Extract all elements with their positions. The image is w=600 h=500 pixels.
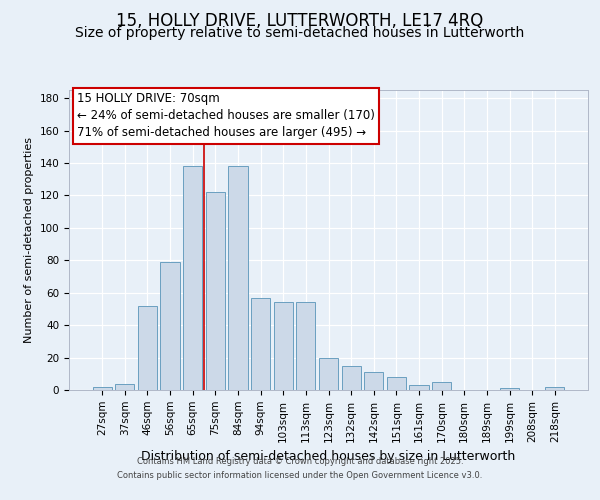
Text: 15 HOLLY DRIVE: 70sqm
← 24% of semi-detached houses are smaller (170)
71% of sem: 15 HOLLY DRIVE: 70sqm ← 24% of semi-deta… (77, 92, 374, 140)
Text: Contains public sector information licensed under the Open Government Licence v3: Contains public sector information licen… (118, 471, 482, 480)
Bar (319, 358, 338, 390)
Text: Contains HM Land Registry data © Crown copyright and database right 2025.: Contains HM Land Registry data © Crown c… (137, 458, 463, 466)
Bar (409, 385, 428, 390)
Bar (138, 306, 157, 390)
Bar (500, 388, 519, 390)
Bar (251, 298, 270, 390)
Bar (432, 382, 451, 390)
Bar (206, 192, 225, 390)
Bar (274, 302, 293, 390)
Bar (545, 387, 565, 390)
Bar (115, 384, 134, 390)
Bar (296, 302, 316, 390)
Bar (364, 372, 383, 390)
Text: 15, HOLLY DRIVE, LUTTERWORTH, LE17 4RQ: 15, HOLLY DRIVE, LUTTERWORTH, LE17 4RQ (116, 12, 484, 30)
X-axis label: Distribution of semi-detached houses by size in Lutterworth: Distribution of semi-detached houses by … (142, 450, 515, 463)
Bar (229, 166, 248, 390)
Bar (387, 377, 406, 390)
Bar (160, 262, 180, 390)
Text: Size of property relative to semi-detached houses in Lutterworth: Size of property relative to semi-detach… (76, 26, 524, 40)
Bar (183, 166, 202, 390)
Bar (92, 387, 112, 390)
Bar (341, 366, 361, 390)
Y-axis label: Number of semi-detached properties: Number of semi-detached properties (24, 137, 34, 343)
